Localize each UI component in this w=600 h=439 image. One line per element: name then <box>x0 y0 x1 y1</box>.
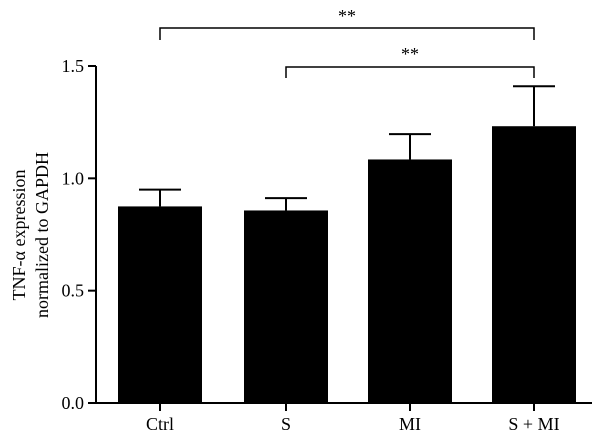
x-tick-label: Ctrl <box>146 414 174 434</box>
significance-label: ** <box>338 6 356 26</box>
significance-label: ** <box>401 44 419 64</box>
y-tick-label: 1.0 <box>62 168 85 188</box>
significance-brackets: ** ** <box>159 6 535 78</box>
x-tick-label: S + MI <box>508 414 559 434</box>
bars <box>118 126 576 403</box>
error-bars <box>139 85 555 211</box>
y-tick-label: 1.5 <box>62 56 85 76</box>
bar-s <box>244 210 328 403</box>
y-tick-label: 0.5 <box>62 281 85 301</box>
bar-mi <box>368 159 452 403</box>
significance-bracket <box>159 27 535 40</box>
y-ticks: 0.0 0.5 1.0 1.5 <box>62 56 96 413</box>
x-tick-label: S <box>281 414 291 434</box>
bar-splusmi <box>492 126 576 403</box>
y-axis-label: TNF-α expression normalized to GAPDH <box>9 152 52 318</box>
x-tick-labels: Ctrl S MI S + MI <box>146 403 560 434</box>
ylabel-line1: TNF-α expression <box>9 170 29 301</box>
bar-ctrl <box>118 206 202 403</box>
x-tick-label: MI <box>399 414 421 434</box>
significance-bracket <box>285 66 535 78</box>
y-tick-label: 0.0 <box>62 393 85 413</box>
ylabel-line2: normalized to GAPDH <box>32 152 52 318</box>
